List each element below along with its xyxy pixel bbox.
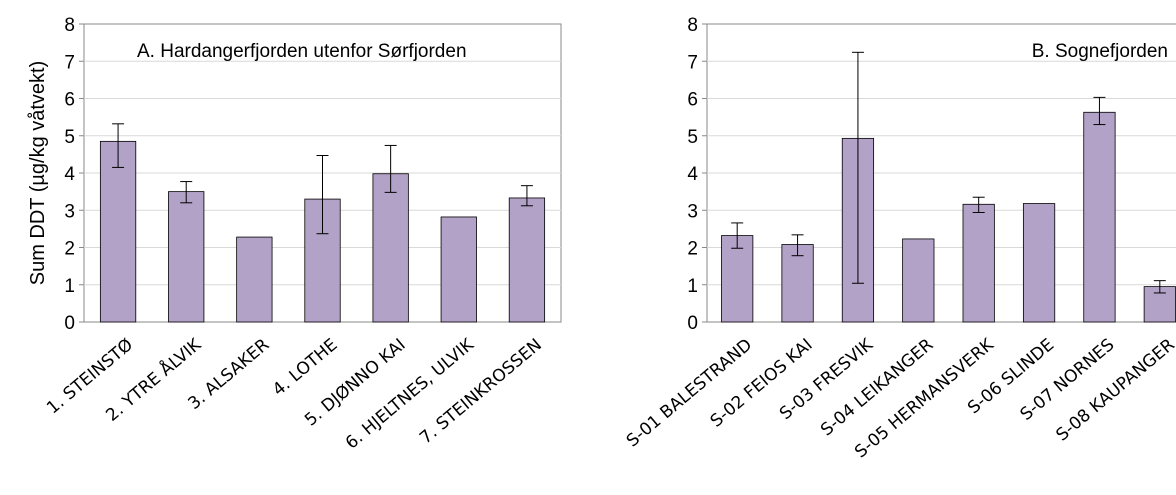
y-tick-label: 0 xyxy=(687,313,698,334)
y-tick-label: 5 xyxy=(64,127,75,148)
bar xyxy=(168,191,205,323)
bar xyxy=(440,216,477,323)
bar xyxy=(372,173,409,323)
y-tick-label: 3 xyxy=(64,201,75,222)
y-tick-label: 8 xyxy=(64,15,75,36)
error-bar xyxy=(1093,96,1106,126)
category-label: 6. HJELTNES, ULVIK xyxy=(342,334,479,453)
y-tick-label: 1 xyxy=(64,276,75,297)
y-tick-label: 5 xyxy=(687,127,698,148)
error-bar xyxy=(316,154,329,235)
bar xyxy=(1083,111,1116,323)
error-bar xyxy=(180,181,193,204)
y-tick-label: 7 xyxy=(64,52,75,73)
category-label: 7. STEINKROSSEN xyxy=(416,335,546,448)
y-tick-label: 0 xyxy=(64,313,75,334)
y-tick-label: 6 xyxy=(687,90,698,111)
error-bar xyxy=(520,185,533,207)
y-tick-label: 3 xyxy=(687,201,698,222)
bar xyxy=(781,244,814,323)
bar xyxy=(902,238,935,323)
bar xyxy=(962,203,995,323)
error-bar xyxy=(851,51,864,284)
error-bar xyxy=(112,123,125,168)
y-tick-label: 4 xyxy=(64,164,75,185)
y-tick-label: 8 xyxy=(687,15,698,36)
chart-title: B. Sognefjorden xyxy=(1032,41,1168,62)
category-label: S-02 FEIOS KAI xyxy=(707,335,817,432)
chart-title: A. Hardangerfjorden utenfor Sørfjorden xyxy=(137,41,467,62)
y-tick-label: 4 xyxy=(687,164,698,185)
y-tick-label: 2 xyxy=(687,239,698,260)
error-bar xyxy=(791,234,804,257)
error-bar xyxy=(1153,280,1166,294)
y-tick-label: 6 xyxy=(64,90,75,111)
y-axis-label: Sum DDT (µg/kg våtvekt) xyxy=(27,61,49,286)
bar xyxy=(508,197,546,323)
error-bar xyxy=(384,144,397,193)
y-tick-label: 1 xyxy=(687,276,698,297)
y-tick-label: 2 xyxy=(64,239,75,260)
bar xyxy=(99,140,137,323)
y-tick-label: 7 xyxy=(687,52,698,73)
error-bar xyxy=(731,222,744,249)
error-bar xyxy=(972,196,985,213)
bar xyxy=(236,236,273,323)
bar xyxy=(1022,203,1056,323)
